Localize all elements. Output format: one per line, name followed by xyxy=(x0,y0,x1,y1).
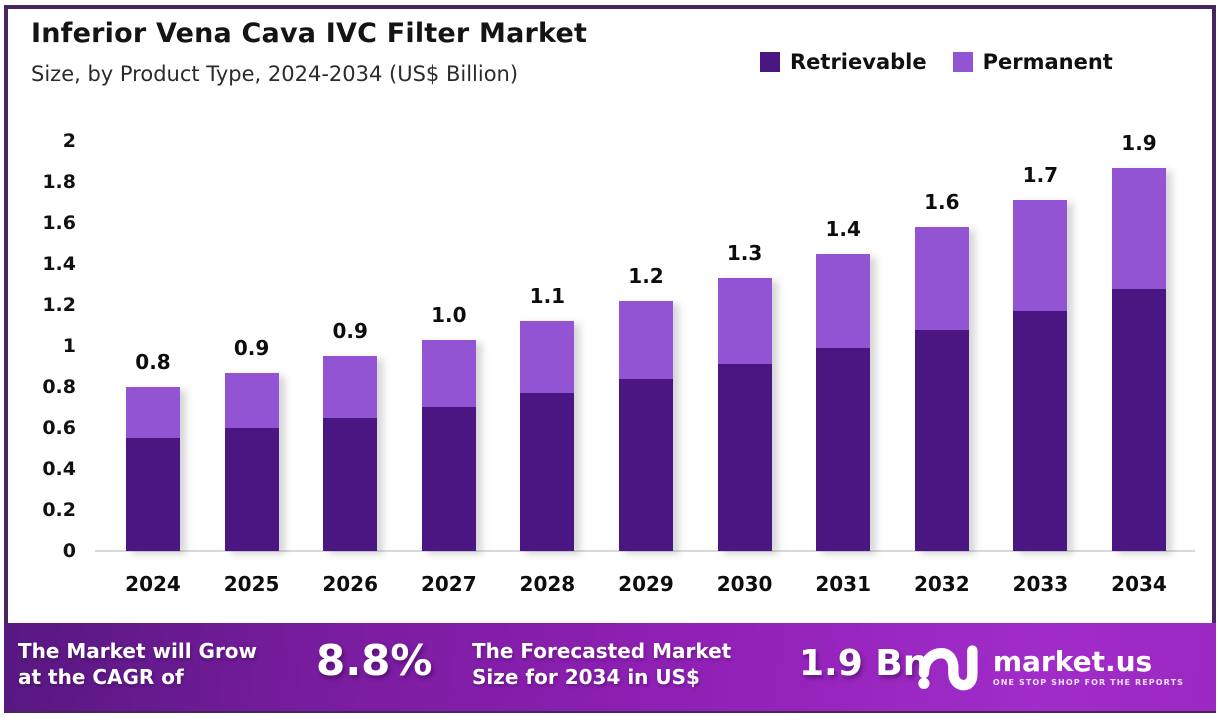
x-axis-label-2034: 2034 xyxy=(1111,572,1167,596)
bar-2026 xyxy=(323,356,378,551)
bar-total-label-2032: 1.6 xyxy=(924,190,960,215)
bar-2034-retrievable-segment xyxy=(1112,288,1166,551)
bar-2033-permanent-segment xyxy=(1013,200,1068,312)
retrievable-swatch-icon xyxy=(760,52,780,72)
legend-label-retrievable: Retrievable xyxy=(790,50,927,74)
bar-total-label-2027: 1.0 xyxy=(431,302,467,327)
bar-2024 xyxy=(126,387,180,551)
bar-2025 xyxy=(224,372,279,551)
forecast-value: 1.9 Bn xyxy=(799,643,929,684)
market-us-logo-icon xyxy=(918,645,978,691)
y-axis-tick-1.6: 1.6 xyxy=(42,212,76,234)
brand-text: market.us ONE STOP SHOP FOR THE REPORTS xyxy=(992,644,1184,688)
bar-2031 xyxy=(816,253,871,551)
bar-total-label-2025: 0.9 xyxy=(233,335,270,360)
cagr-label: The Market will Grow at the CAGR of xyxy=(18,639,258,690)
y-axis-tick-0.2: 0.2 xyxy=(42,499,76,521)
bar-total-label-2033: 1.7 xyxy=(1022,163,1059,188)
y-axis-tick-1.8: 1.8 xyxy=(42,171,76,193)
bar-2031-permanent-segment xyxy=(816,253,871,349)
bar-2028 xyxy=(520,321,575,551)
bar-total-label-2034: 1.9 xyxy=(1121,130,1157,155)
chart-title: Inferior Vena Cava IVC Filter Market xyxy=(31,18,588,49)
x-axis-label-2031: 2031 xyxy=(815,572,872,596)
legend-item-retrievable: Retrievable xyxy=(760,50,927,74)
bar-2028-retrievable-segment xyxy=(520,393,575,551)
y-axis-tick-0.6: 0.6 xyxy=(42,417,76,439)
brand-name: market.us xyxy=(992,644,1153,678)
bar-2030-permanent-segment xyxy=(717,278,772,365)
bar-total-label-2029: 1.2 xyxy=(628,263,664,288)
bar-total-label-2024: 0.8 xyxy=(135,350,171,374)
legend-item-permanent: Permanent xyxy=(952,50,1113,74)
bar-total-label-2030: 1.3 xyxy=(726,241,763,266)
cagr-value: 8.8% xyxy=(316,636,433,685)
bar-2029 xyxy=(619,300,673,551)
x-axis-label-2024: 2024 xyxy=(125,572,181,596)
bar-2024-permanent-segment xyxy=(126,387,180,439)
x-axis-baseline xyxy=(95,550,1195,552)
bar-2029-permanent-segment xyxy=(619,300,673,379)
x-axis-label-2027: 2027 xyxy=(420,572,477,596)
y-axis-tick-0: 0 xyxy=(62,540,76,562)
bar-total-label-2026: 0.9 xyxy=(332,319,368,344)
bar-2030-retrievable-segment xyxy=(717,364,772,551)
x-axis-label-2030: 2030 xyxy=(716,572,773,596)
bar-2033-retrievable-segment xyxy=(1013,311,1068,551)
legend-label-permanent: Permanent xyxy=(982,50,1113,74)
bar-2029-retrievable-segment xyxy=(619,378,673,551)
bar-2027-retrievable-segment xyxy=(421,407,476,551)
x-axis-label-2029: 2029 xyxy=(618,572,674,596)
x-axis-label-2028: 2028 xyxy=(519,572,576,596)
bar-2026-permanent-segment xyxy=(323,356,378,418)
x-axis-label-2032: 2032 xyxy=(913,572,970,596)
permanent-swatch-icon xyxy=(952,52,973,72)
chart-subtitle: Size, by Product Type, 2024-2034 (US$ Bi… xyxy=(31,62,519,86)
y-axis-tick-1.4: 1.4 xyxy=(42,253,76,275)
forecast-label: The Forecasted Market Size for 2034 in U… xyxy=(472,639,732,690)
y-axis-tick-1: 1 xyxy=(62,335,76,357)
bar-2031-retrievable-segment xyxy=(816,348,871,551)
bar-2032-retrievable-segment xyxy=(914,329,969,551)
bar-2032-permanent-segment xyxy=(914,227,969,330)
bar-2028-permanent-segment xyxy=(520,321,575,394)
bar-2024-retrievable-segment xyxy=(126,438,180,551)
legend: Retrievable Permanent xyxy=(760,50,1113,74)
y-axis-tick-1.2: 1.2 xyxy=(42,294,76,316)
bar-2026-retrievable-segment xyxy=(323,417,378,551)
bar-2032 xyxy=(914,227,969,551)
bar-2027-permanent-segment xyxy=(421,339,476,408)
y-axis-tick-2: 2 xyxy=(62,130,76,152)
bar-2033 xyxy=(1013,200,1068,551)
y-axis-tick-0.8: 0.8 xyxy=(42,376,76,398)
brand-tagline: ONE STOP SHOP FOR THE REPORTS xyxy=(992,678,1184,688)
x-axis-label-2033: 2033 xyxy=(1012,572,1069,596)
x-axis-label-2025: 2025 xyxy=(223,572,280,596)
bar-2034-permanent-segment xyxy=(1112,167,1166,289)
bar-2027 xyxy=(421,339,476,551)
bar-2025-permanent-segment xyxy=(224,372,279,428)
bar-2034 xyxy=(1112,167,1166,551)
y-axis-tick-0.4: 0.4 xyxy=(42,458,76,480)
bar-total-label-2028: 1.1 xyxy=(529,284,566,309)
bar-2030 xyxy=(717,278,772,551)
bar-total-label-2031: 1.4 xyxy=(825,216,861,241)
brand-logo: market.us ONE STOP SHOP FOR THE REPORTS xyxy=(917,639,1184,695)
bar-2025-retrievable-segment xyxy=(224,427,279,551)
x-axis-label-2026: 2026 xyxy=(322,572,379,596)
bottom-banner: The Market will Grow at the CAGR of 8.8%… xyxy=(4,623,1216,711)
